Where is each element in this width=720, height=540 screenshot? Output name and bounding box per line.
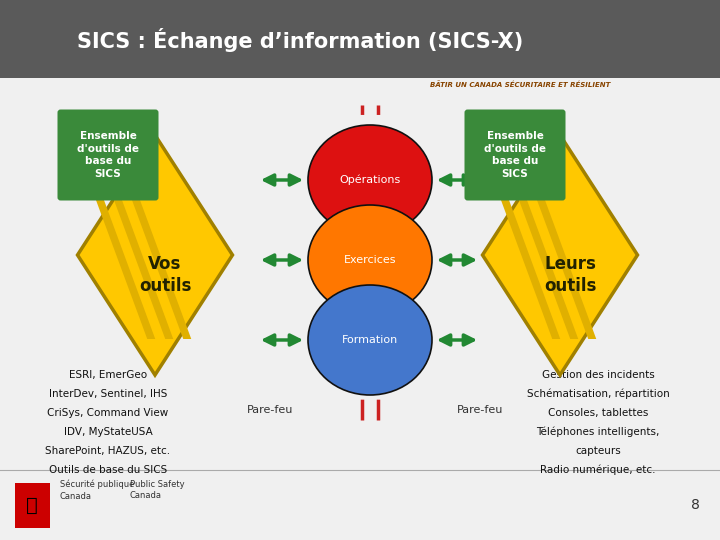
Text: Outils de base du SICS: Outils de base du SICS (49, 465, 167, 475)
Polygon shape (121, 171, 192, 339)
Text: IDV, MyStateUSA: IDV, MyStateUSA (63, 427, 153, 437)
Text: Public Safety
Canada: Public Safety Canada (130, 480, 184, 501)
Polygon shape (103, 171, 174, 339)
Text: Exercices: Exercices (343, 255, 396, 265)
Text: BÂTIR UN CANADA SÉCURITAIRE ET RÉSILIENT: BÂTIR UN CANADA SÉCURITAIRE ET RÉSILIENT (430, 82, 610, 89)
Polygon shape (85, 171, 156, 339)
Bar (0, 0, 720, 78)
Text: 8: 8 (691, 498, 700, 512)
Polygon shape (490, 171, 560, 339)
Text: Gestion des incidents: Gestion des incidents (541, 370, 654, 380)
Polygon shape (78, 135, 233, 375)
FancyBboxPatch shape (15, 483, 50, 528)
Text: SharePoint, HAZUS, etc.: SharePoint, HAZUS, etc. (45, 446, 171, 456)
Text: Ensemble
d'outils de
base du
SICS: Ensemble d'outils de base du SICS (77, 131, 139, 179)
Text: Opérations: Opérations (339, 175, 400, 185)
Text: Vos
outils: Vos outils (139, 255, 192, 295)
Text: 🍁: 🍁 (26, 496, 38, 515)
Text: CriSys, Command View: CriSys, Command View (48, 408, 168, 418)
Text: Leurs
outils: Leurs outils (544, 255, 596, 295)
Text: capteurs: capteurs (575, 446, 621, 456)
FancyBboxPatch shape (58, 110, 158, 200)
Text: Radio numérique, etc.: Radio numérique, etc. (540, 465, 656, 475)
Ellipse shape (308, 205, 432, 315)
Text: Schématisation, répartition: Schématisation, répartition (526, 389, 670, 399)
Text: Sécurité publique
Canada: Sécurité publique Canada (60, 480, 135, 501)
Text: SICS : Échange d’information (SICS-X): SICS : Échange d’information (SICS-X) (77, 28, 523, 52)
Ellipse shape (308, 285, 432, 395)
Text: ESRI, EmerGeo: ESRI, EmerGeo (69, 370, 147, 380)
Polygon shape (482, 135, 637, 375)
Text: Consoles, tablettes: Consoles, tablettes (548, 408, 648, 418)
Text: InterDev, Sentinel, IHS: InterDev, Sentinel, IHS (49, 389, 167, 399)
Text: Pare-feu: Pare-feu (247, 405, 293, 415)
Text: Téléphones intelligents,: Téléphones intelligents, (536, 427, 660, 437)
FancyBboxPatch shape (464, 110, 565, 200)
Text: Formation: Formation (342, 335, 398, 345)
Text: Pare-feu: Pare-feu (456, 405, 503, 415)
Polygon shape (508, 171, 578, 339)
Text: Ensemble
d'outils de
base du
SICS: Ensemble d'outils de base du SICS (484, 131, 546, 179)
Ellipse shape (308, 125, 432, 235)
Polygon shape (526, 171, 596, 339)
